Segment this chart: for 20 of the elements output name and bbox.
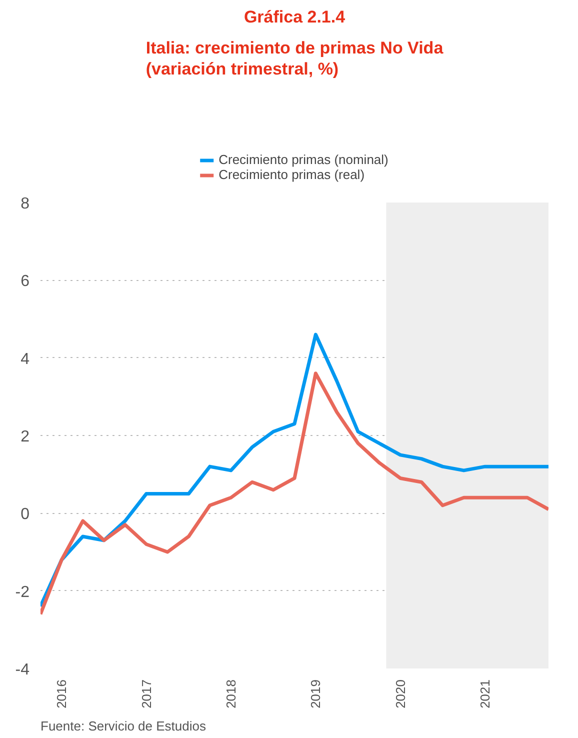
y-tick-label: 2 <box>20 428 30 446</box>
chart-title: Gráfica 2.1.4 <box>244 8 346 26</box>
chart-subtitle: Italia: crecimiento de primas No Vida (variación trimestral, %) <box>146 38 444 78</box>
x-tick-label: 2020 <box>392 680 408 708</box>
line-series <box>40 372 548 616</box>
x-tick-label: 2018 <box>224 680 238 708</box>
y-tick-label: 8 <box>20 196 30 212</box>
y-tick-label: 0 <box>20 506 30 524</box>
y-tick-label: 4 <box>20 350 30 368</box>
x-tick-label: 2021 <box>478 680 492 708</box>
y-tick-label: -2 <box>15 584 30 601</box>
y-tick-label: -4 <box>15 662 30 678</box>
source-note: Fuente: Servicio de Estudios <box>40 718 206 734</box>
legend-label: Crecimiento primas (real) <box>218 167 365 182</box>
x-tick-label: 2017 <box>138 680 154 708</box>
x-tick-label: 2019 <box>308 680 324 708</box>
legend-label: Crecimiento primas (nominal) <box>218 152 388 167</box>
x-tick-label: 2016 <box>54 680 70 708</box>
line-series <box>40 332 548 608</box>
y-tick-label: 6 <box>20 273 30 290</box>
